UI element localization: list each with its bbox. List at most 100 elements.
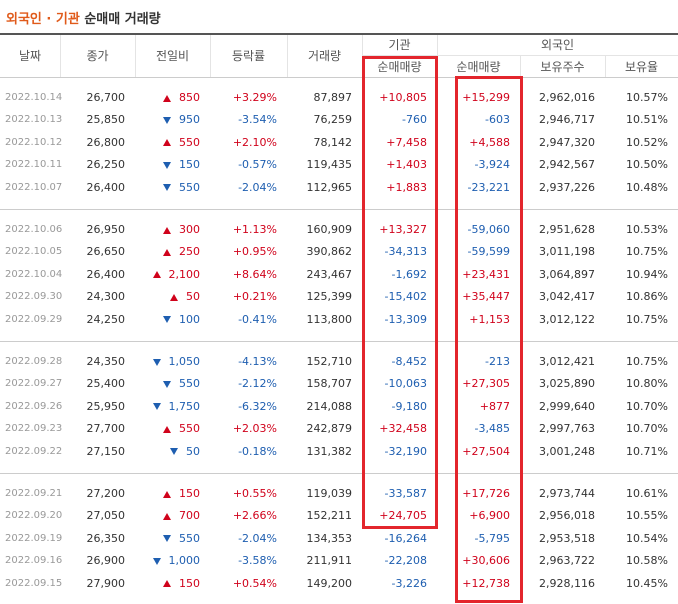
- cell-text: 26,650: [86, 245, 126, 259]
- cell-text: 160,909: [306, 223, 353, 236]
- change-arrow: [163, 580, 171, 588]
- cell: 10.75%: [605, 241, 678, 263]
- cell: +8.64%: [210, 264, 287, 286]
- cell-text: 150: [179, 576, 200, 590]
- cell-text: +7,458: [386, 135, 427, 149]
- cell: 2,953,518: [520, 528, 605, 550]
- cell: 10.58%: [605, 550, 678, 572]
- column-header: 등락률: [210, 45, 287, 67]
- change-arrow: [163, 116, 171, 124]
- cell: 850: [135, 87, 210, 109]
- cell-text: 850: [179, 91, 200, 104]
- cell: 2022.10.04: [0, 264, 62, 286]
- cell: 2022.10.12: [0, 132, 63, 154]
- cell: 10.86%: [605, 286, 678, 308]
- cell: 550: [135, 132, 210, 154]
- cell-text: 2022.09.20: [5, 510, 63, 522]
- cell: 2,942,567: [520, 154, 605, 176]
- cell-text: -3,226: [391, 576, 427, 590]
- cell: -0.57%: [210, 154, 287, 176]
- cell: 211,911: [287, 550, 362, 572]
- cell-text: -13,309: [384, 312, 427, 326]
- cell-text: 10.45%: [626, 576, 668, 590]
- cell: 3,025,890: [520, 373, 605, 395]
- cell: 152,211: [287, 505, 362, 527]
- cell: 76,259: [287, 109, 362, 131]
- cell: 149,200: [287, 573, 362, 595]
- change-arrow: [152, 358, 161, 366]
- cell: +30,606: [437, 550, 520, 572]
- cell: -15,402: [362, 286, 437, 308]
- cell-text: 158,707: [306, 377, 353, 391]
- cell-text: 3,025,890: [539, 377, 595, 391]
- cell: +27,305: [437, 373, 520, 395]
- change-arrow: [163, 94, 171, 102]
- group-sep: [0, 473, 678, 474]
- cell: 2,973,744: [520, 483, 605, 505]
- cell: -59,060: [437, 219, 520, 241]
- cell: 250: [135, 241, 210, 263]
- cell-text: 10.75%: [626, 312, 668, 326]
- cell: 2022.09.20: [0, 505, 63, 527]
- cell: 27,200: [60, 483, 135, 505]
- cell: 26,800: [60, 132, 135, 154]
- cell: 158,707: [287, 373, 362, 395]
- cell: 27,900: [60, 573, 135, 595]
- header-sep: [60, 35, 61, 77]
- cell-text: +35,447: [462, 290, 510, 304]
- cell: 119,039: [287, 483, 362, 505]
- cell: 10.75%: [605, 309, 678, 331]
- cell-text: -5,795: [474, 531, 510, 545]
- cell: 152,710: [287, 351, 362, 373]
- cell: 700: [135, 505, 210, 527]
- cell: 2022.09.22: [0, 441, 62, 463]
- cell: -3.58%: [210, 550, 287, 572]
- cell-text: +2.66%: [232, 509, 277, 523]
- cell: -3,226: [362, 573, 437, 595]
- cell-text: +2.03%: [232, 422, 277, 436]
- cell: +10,805: [362, 87, 437, 109]
- cell: 10.53%: [605, 219, 678, 241]
- cell: +4,588: [437, 132, 520, 154]
- cell-text: -8,452: [391, 355, 427, 368]
- cell: 26,400: [60, 177, 135, 199]
- cell: 10.71%: [605, 441, 678, 463]
- cell-text: 119,039: [306, 487, 353, 500]
- cell-text: 26,950: [86, 223, 126, 236]
- title-rest: 순매매 거래량: [84, 12, 161, 27]
- title: 외국인 · 기관 순매매 거래량: [6, 8, 161, 27]
- change-arrow: [152, 557, 161, 565]
- cell-text: +27,305: [462, 377, 510, 391]
- cell-text: 2022.09.15: [5, 577, 63, 589]
- cell-text: 1,050: [168, 355, 201, 368]
- cell: 26,650: [60, 241, 135, 263]
- cell: 10.52%: [605, 132, 678, 154]
- cell: 2022.09.21: [0, 483, 62, 505]
- cell-text: 날짜: [18, 49, 42, 63]
- cell-text: 100: [179, 312, 200, 326]
- cell: 2022.09.15: [0, 573, 63, 595]
- cell-text: 26,350: [86, 531, 126, 545]
- cell-text: 950: [179, 113, 200, 127]
- cell-text: 10.48%: [626, 180, 668, 194]
- cell-text: 24,300: [86, 290, 126, 304]
- cell-text: 300: [179, 223, 200, 236]
- cell: 214,088: [287, 396, 362, 418]
- cell-text: +8.64%: [232, 267, 277, 281]
- cell-text: 550: [179, 531, 200, 545]
- sub-header: 보유주수: [520, 56, 605, 78]
- cell-text: 2,937,226: [539, 180, 595, 194]
- cell: -760: [362, 109, 437, 131]
- cell-text: 10.61%: [626, 487, 668, 500]
- cell-text: 700: [179, 509, 200, 523]
- cell-text: 214,088: [306, 399, 353, 413]
- cell: -34,313: [362, 241, 437, 263]
- cell-text: 2022.09.29: [5, 313, 63, 325]
- cell-text: 27,900: [86, 576, 126, 590]
- cell: 119,435: [287, 154, 362, 176]
- cell: 26,950: [60, 219, 135, 241]
- cell-text: -6.32%: [238, 399, 277, 413]
- cell: 3,011,198: [520, 241, 605, 263]
- cell-text: 2022.10.12: [5, 136, 63, 148]
- change-arrow: [163, 184, 171, 192]
